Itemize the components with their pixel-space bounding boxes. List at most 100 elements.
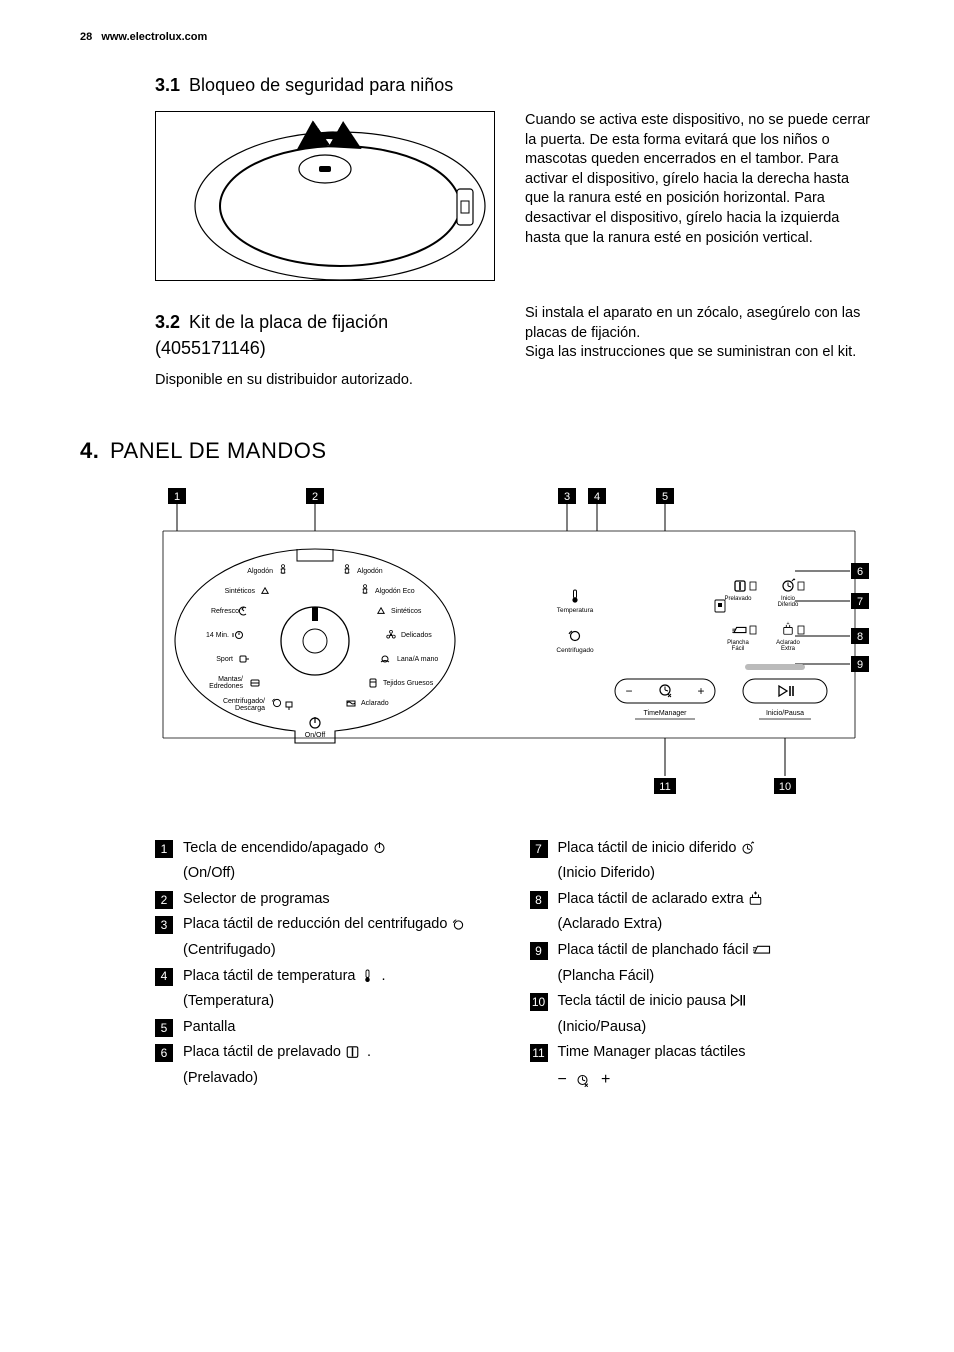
section-title: Bloqueo de seguridad para niños <box>189 75 453 95</box>
section-title: PANEL DE MANDOS <box>110 438 327 463</box>
legend-text: Placa táctil de planchado fácil <box>558 941 875 961</box>
svg-text:Centrifugado: Centrifugado <box>556 647 594 654</box>
svg-text:14 Min.: 14 Min. <box>206 632 229 639</box>
svg-text:AclaradoExtra: AclaradoExtra <box>776 640 800 652</box>
svg-text:8: 8 <box>857 631 863 643</box>
svg-text:Algodón: Algodón <box>357 568 383 575</box>
legend-badge: 10 <box>530 993 548 1011</box>
legend-subtext: (Inicio Diferido) <box>558 864 875 884</box>
svg-text:Algodón: Algodón <box>247 568 273 575</box>
svg-text:Sintéticos: Sintéticos <box>225 588 256 595</box>
legend-text: Placa táctil de inicio diferido <box>558 839 875 859</box>
section-number: 3.2 <box>155 312 180 332</box>
distributor-note: Disponible en su distribuidor autorizado… <box>155 371 495 391</box>
legend-badge: 1 <box>155 840 173 858</box>
callout-top-row: 1 2 3 4 5 <box>168 488 674 504</box>
control-panel-figure: + 1 2 3 4 5 6 7 8 9 <box>155 486 874 811</box>
svg-text:Sport: Sport <box>216 656 233 663</box>
svg-text:6: 6 <box>857 566 863 578</box>
svg-text:Delicados: Delicados <box>401 632 432 639</box>
svg-text:Mantas/Edredones: Mantas/Edredones <box>209 676 243 690</box>
svg-text:PlanchaFácil: PlanchaFácil <box>727 640 749 652</box>
section-3-1-heading: 3.1 Bloqueo de seguridad para niños <box>155 73 874 97</box>
section-number: 4. <box>80 438 99 463</box>
legend-text: Pantalla <box>183 1018 500 1038</box>
legend-item: 11Time Manager placas táctiles <box>530 1043 875 1063</box>
svg-text:5: 5 <box>662 491 668 503</box>
legend-badge: 7 <box>530 840 548 858</box>
legend-text: Selector de programas <box>183 890 500 910</box>
legend-text: Placa táctil de temperatura . <box>183 967 500 987</box>
legend-badge: 3 <box>155 916 173 934</box>
svg-text:InicioDiferido: InicioDiferido <box>778 596 799 608</box>
header-url: www.electrolux.com <box>101 31 207 43</box>
legend-badge: 2 <box>155 891 173 909</box>
svg-text:Temperatura: Temperatura <box>557 607 594 614</box>
svg-text:Refresco: Refresco <box>211 608 239 615</box>
page-number: 28 <box>80 31 92 43</box>
section-title: Kit de la placa de fijación <box>189 312 388 332</box>
legend-item: 2 Selector de programas <box>155 890 500 910</box>
legend-subtext: (Plancha Fácil) <box>558 967 875 987</box>
svg-text:Lana/A mano: Lana/A mano <box>397 656 438 663</box>
program-dial: Algodón Sintéticos Refresco 14 Min. Spor… <box>175 549 455 743</box>
svg-text:7: 7 <box>857 596 863 608</box>
section-3-2-part-number: (4055171146) <box>155 336 495 360</box>
legend-item: 1Tecla de encendido/apagado <box>155 839 500 859</box>
legend-subtext: (Prelavado) <box>183 1069 500 1089</box>
legend-subtext: (Aclarado Extra) <box>558 915 875 935</box>
legend-badge: 5 <box>155 1019 173 1037</box>
svg-text:Algodón Eco: Algodón Eco <box>375 588 415 595</box>
legend-columns: 1Tecla de encendido/apagado (On/Off) 2 Sel… <box>155 839 874 1097</box>
legend-badge: 8 <box>530 891 548 909</box>
section-3-2-heading: 3.2 Kit de la placa de fijación <box>155 310 495 334</box>
legend-right-col: 7 Placa táctil de inicio diferido (Inicio… <box>530 839 875 1097</box>
svg-text:Sintéticos: Sintéticos <box>391 608 422 615</box>
legend-item: 8 Placa táctil de aclarado extra <box>530 890 875 910</box>
callout-right-col: 6 7 8 9 <box>851 563 869 672</box>
svg-text:TimeManager: TimeManager <box>644 710 688 717</box>
legend-subtext: (Centrifugado) <box>183 941 500 961</box>
sec32-install-note: Si instala el aparato en un zócalo, aseg… <box>525 304 874 343</box>
svg-text:Tejidos Gruesos: Tejidos Gruesos <box>383 680 434 687</box>
legend-item: 10 Tecla táctil de inicio pausa <box>530 992 875 1012</box>
legend-badge: 11 <box>530 1044 548 1062</box>
right-control-cluster: Temperatura Centrifugado Prelavado Inici… <box>556 579 827 719</box>
legend-subicons: − + <box>558 1069 875 1091</box>
section-number: 3.1 <box>155 75 180 95</box>
page-header: 28 www.electrolux.com <box>80 30 874 45</box>
svg-text:Aclarado: Aclarado <box>361 700 389 707</box>
legend-text: Placa táctil de aclarado extra <box>558 890 875 910</box>
legend-subtext: (Inicio/Pausa) <box>558 1018 875 1038</box>
legend-badge: 6 <box>155 1044 173 1062</box>
legend-item: 6 Placa táctil de prelavado . <box>155 1043 500 1063</box>
svg-text:10: 10 <box>779 781 791 793</box>
legend-subtext: (On/Off) <box>183 864 500 884</box>
svg-text:11: 11 <box>659 781 670 793</box>
svg-text:Centrifugado/Descarga: Centrifugado/Descarga <box>223 698 265 712</box>
svg-text:Inicio/Pausa: Inicio/Pausa <box>766 710 804 717</box>
section-3-1-body: Cuando se activa este dispositivo, no se… <box>525 111 874 286</box>
svg-text:2: 2 <box>312 491 318 503</box>
legend-item: 9 Placa táctil de planchado fácil <box>530 941 875 961</box>
legend-badge: 4 <box>155 968 173 986</box>
child-lock-figure <box>155 111 495 286</box>
svg-text:+: + <box>697 684 704 698</box>
svg-text:3: 3 <box>564 491 570 503</box>
legend-text: Placa táctil de prelavado . <box>183 1043 500 1063</box>
legend-item: 5 Pantalla <box>155 1018 500 1038</box>
svg-text:1: 1 <box>174 491 180 503</box>
svg-text:Prelavado: Prelavado <box>724 596 752 602</box>
svg-text:9: 9 <box>857 659 863 671</box>
legend-item: 7 Placa táctil de inicio diferido <box>530 839 875 859</box>
legend-text: Tecla táctil de inicio pausa <box>558 992 875 1012</box>
legend-left-col: 1Tecla de encendido/apagado (On/Off) 2 Sel… <box>155 839 500 1097</box>
legend-item: 3 Placa táctil de reducción del centrifug… <box>155 915 500 935</box>
legend-subtext: (Temperatura) <box>183 992 500 1012</box>
section-4-heading: 4. PANEL DE MANDOS <box>80 436 874 466</box>
legend-badge: 9 <box>530 942 548 960</box>
sec32-instructions-note: Siga las instrucciones que se suministra… <box>525 343 874 363</box>
legend-text: Placa táctil de reducción del centrifuga… <box>183 915 500 935</box>
legend-item: 4 Placa táctil de temperatura . <box>155 967 500 987</box>
svg-text:4: 4 <box>594 491 600 503</box>
